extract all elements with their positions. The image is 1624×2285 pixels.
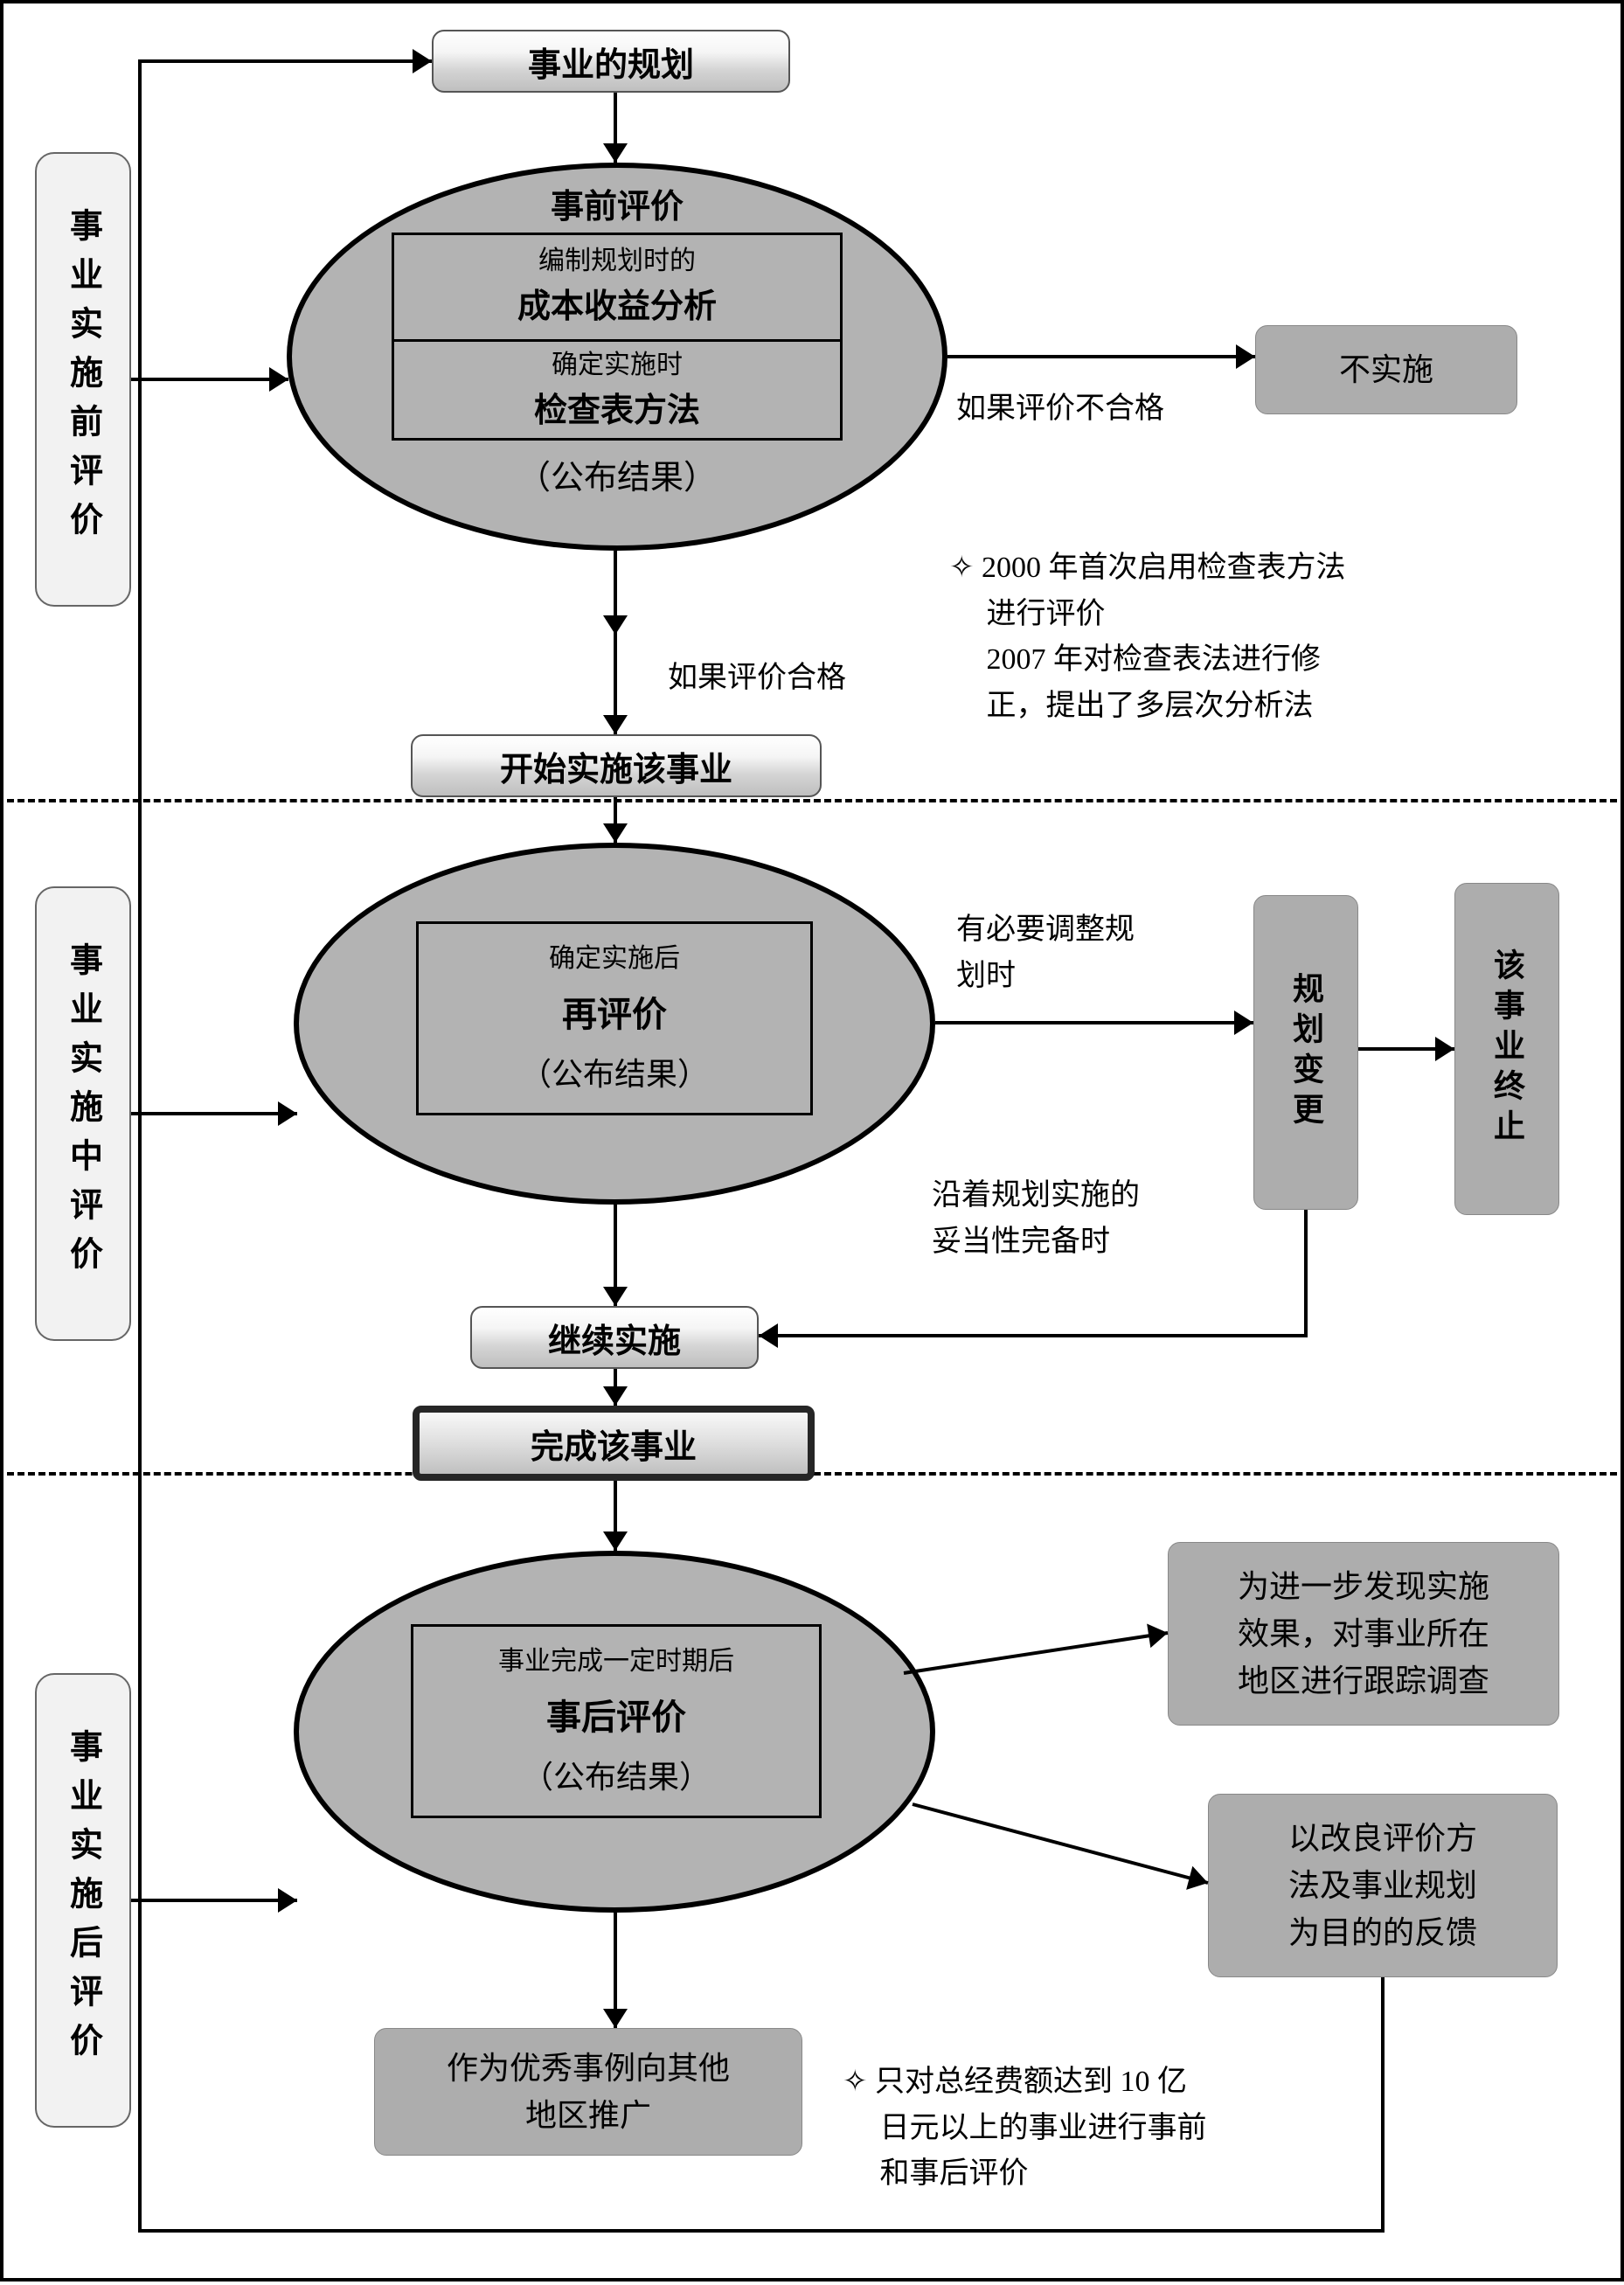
phase-divider: [7, 799, 1617, 802]
flowchart-canvas: 事业实施前评价事业实施中评价事业实施后评价 事业的规划开始实施该事业继续实施完成该…: [0, 0, 1624, 2282]
process-box-start: 开始实施该事业: [411, 734, 822, 797]
inner-big: 检查表方法: [392, 385, 843, 426]
ellipse-title: 事前评价: [287, 182, 947, 222]
inner-small: 确定实施时: [392, 345, 843, 377]
annotation-a-note1: ✧ 2000 年首次启用检查表方法 进行评价 2007 年对检查表法进行修 正，…: [949, 545, 1579, 730]
ellipse-footer: （公布结果）: [287, 453, 947, 493]
inner-small: 编制规划时的: [392, 241, 843, 273]
annotation-a-proper: 沿着规划实施的妥当性完备时: [932, 1173, 1561, 1265]
inner-big: 成本收益分析: [392, 281, 843, 322]
annotation-a-adjust: 有必要调整规划时: [956, 907, 1586, 999]
phase-label: 事业实施前评价: [35, 152, 131, 607]
process-box-plan: 事业的规划: [432, 30, 790, 93]
inner-note: （公布结果）: [411, 1754, 822, 1794]
inner-big: 再评价: [416, 988, 813, 1031]
annotation-a-fail: 如果评价不合格: [956, 386, 1586, 433]
inner-big: 事后评价: [411, 1691, 822, 1734]
phase-label: 事业实施中评价: [35, 886, 131, 1341]
process-box-cont: 继续实施: [470, 1306, 759, 1369]
inner-small: 事业完成一定时期后: [411, 1642, 822, 1675]
inner-note: （公布结果）: [416, 1051, 813, 1091]
annotation-a-note2: ✧ 只对总经费额达到 10 亿 日元以上的事业进行事前 和事后评价: [843, 2059, 1472, 2198]
phase-label: 事业实施后评价: [35, 1673, 131, 2128]
grey-box-feedback: 以改良评价方法及事业规划为目的的反馈: [1208, 1794, 1558, 1977]
process-box-complete: 完成该事业: [413, 1406, 815, 1481]
grey-box-track: 为进一步发现实施效果，对事业所在地区进行跟踪调查: [1168, 1542, 1559, 1726]
inner-small: 确定实施后: [416, 939, 813, 972]
grey-box-promote: 作为优秀事例向其他地区推广: [374, 2028, 802, 2156]
